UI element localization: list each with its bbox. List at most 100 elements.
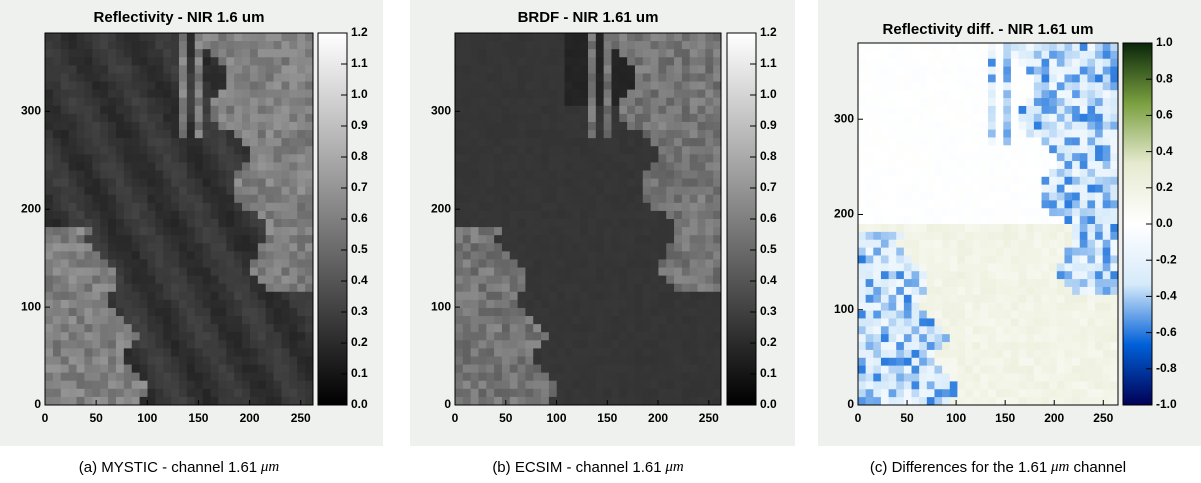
image-cell (92, 259, 100, 268)
image-cell (565, 356, 573, 365)
image-cell (218, 106, 226, 115)
image-cell (1057, 263, 1065, 271)
image-cell (912, 67, 920, 75)
image-cell (690, 219, 698, 228)
image-cell (132, 268, 140, 277)
image-cell (69, 340, 77, 349)
image-cell (588, 179, 596, 188)
image-cell (305, 251, 313, 260)
image-cell (100, 308, 108, 317)
image-cell (1049, 153, 1057, 161)
image-cell (258, 154, 266, 163)
image-cell (179, 73, 187, 82)
image-cell (510, 98, 518, 107)
image-cell (912, 98, 920, 106)
image-cell (305, 381, 313, 390)
image-cell (988, 216, 996, 224)
image-cell (1095, 153, 1103, 161)
image-cell (486, 251, 494, 260)
image-cell (1011, 366, 1019, 374)
image-cell (682, 332, 690, 341)
image-cell (218, 284, 226, 293)
image-cell (912, 114, 920, 122)
image-cell (658, 49, 666, 58)
image-cell (124, 308, 132, 317)
image-cell (297, 65, 305, 74)
image-cell (627, 284, 635, 293)
image-cell (705, 179, 713, 188)
image-cell (203, 98, 211, 107)
image-cell (604, 106, 612, 115)
image-cell (565, 381, 573, 390)
image-cell (1057, 130, 1065, 138)
image-cell (502, 57, 510, 66)
image-cell (226, 397, 234, 406)
image-cell (234, 397, 242, 406)
image-cell (1087, 200, 1095, 208)
image-cell (973, 334, 981, 342)
image-cell (258, 195, 266, 204)
image-cell (518, 179, 526, 188)
image-cell (518, 227, 526, 236)
image-cell (619, 73, 627, 82)
image-cell (698, 300, 706, 309)
image-cell (950, 130, 958, 138)
image-cell (973, 122, 981, 130)
image-cell (604, 82, 612, 91)
image-cell (1072, 295, 1080, 303)
image-cell (518, 106, 526, 115)
image-cell (1064, 98, 1072, 106)
image-cell (533, 324, 541, 333)
image-cell (1011, 318, 1019, 326)
image-cell (713, 300, 721, 309)
image-cell (53, 57, 61, 66)
caption-part: (c) Differences for the 1.61 (870, 459, 1047, 476)
image-cell (69, 106, 77, 115)
image-cell (1103, 279, 1111, 287)
image-cell (108, 187, 116, 196)
image-cell (171, 106, 179, 115)
y-tick-label: 100 (431, 299, 451, 313)
image-cell (92, 300, 100, 309)
image-cell (266, 259, 274, 268)
image-cell (116, 365, 124, 374)
image-cell (1042, 106, 1050, 114)
image-cell (1026, 263, 1034, 271)
image-cell (858, 193, 866, 201)
image-cell (1064, 130, 1072, 138)
image-cell (651, 179, 659, 188)
image-cell (619, 179, 627, 188)
image-cell (705, 348, 713, 357)
image-cell (1034, 295, 1042, 303)
image-cell (242, 65, 250, 74)
image-cell (203, 381, 211, 390)
image-cell (643, 57, 651, 66)
image-cell (218, 381, 226, 390)
image-cell (1110, 130, 1118, 138)
image-cell (635, 82, 643, 91)
image-cell (950, 232, 958, 240)
image-cell (658, 57, 666, 66)
image (455, 33, 722, 406)
image-cell (957, 130, 965, 138)
image-cell (179, 365, 187, 374)
image-cell (549, 397, 557, 406)
image-cell (1110, 67, 1118, 75)
image-cell (147, 251, 155, 260)
image-cell (69, 98, 77, 107)
image-cell (53, 340, 61, 349)
image-cell (1072, 43, 1080, 51)
image-cell (226, 243, 234, 252)
image-cell (471, 122, 479, 131)
image-cell (69, 348, 77, 357)
image-cell (195, 316, 203, 325)
image-cell (195, 219, 203, 228)
image-cell (604, 73, 612, 82)
image-cell (541, 187, 549, 196)
image-cell (1042, 59, 1050, 67)
image-cell (187, 300, 195, 309)
image-cell (950, 224, 958, 232)
image-cell (116, 179, 124, 188)
image-cell (881, 98, 889, 106)
image-cell (996, 389, 1004, 397)
